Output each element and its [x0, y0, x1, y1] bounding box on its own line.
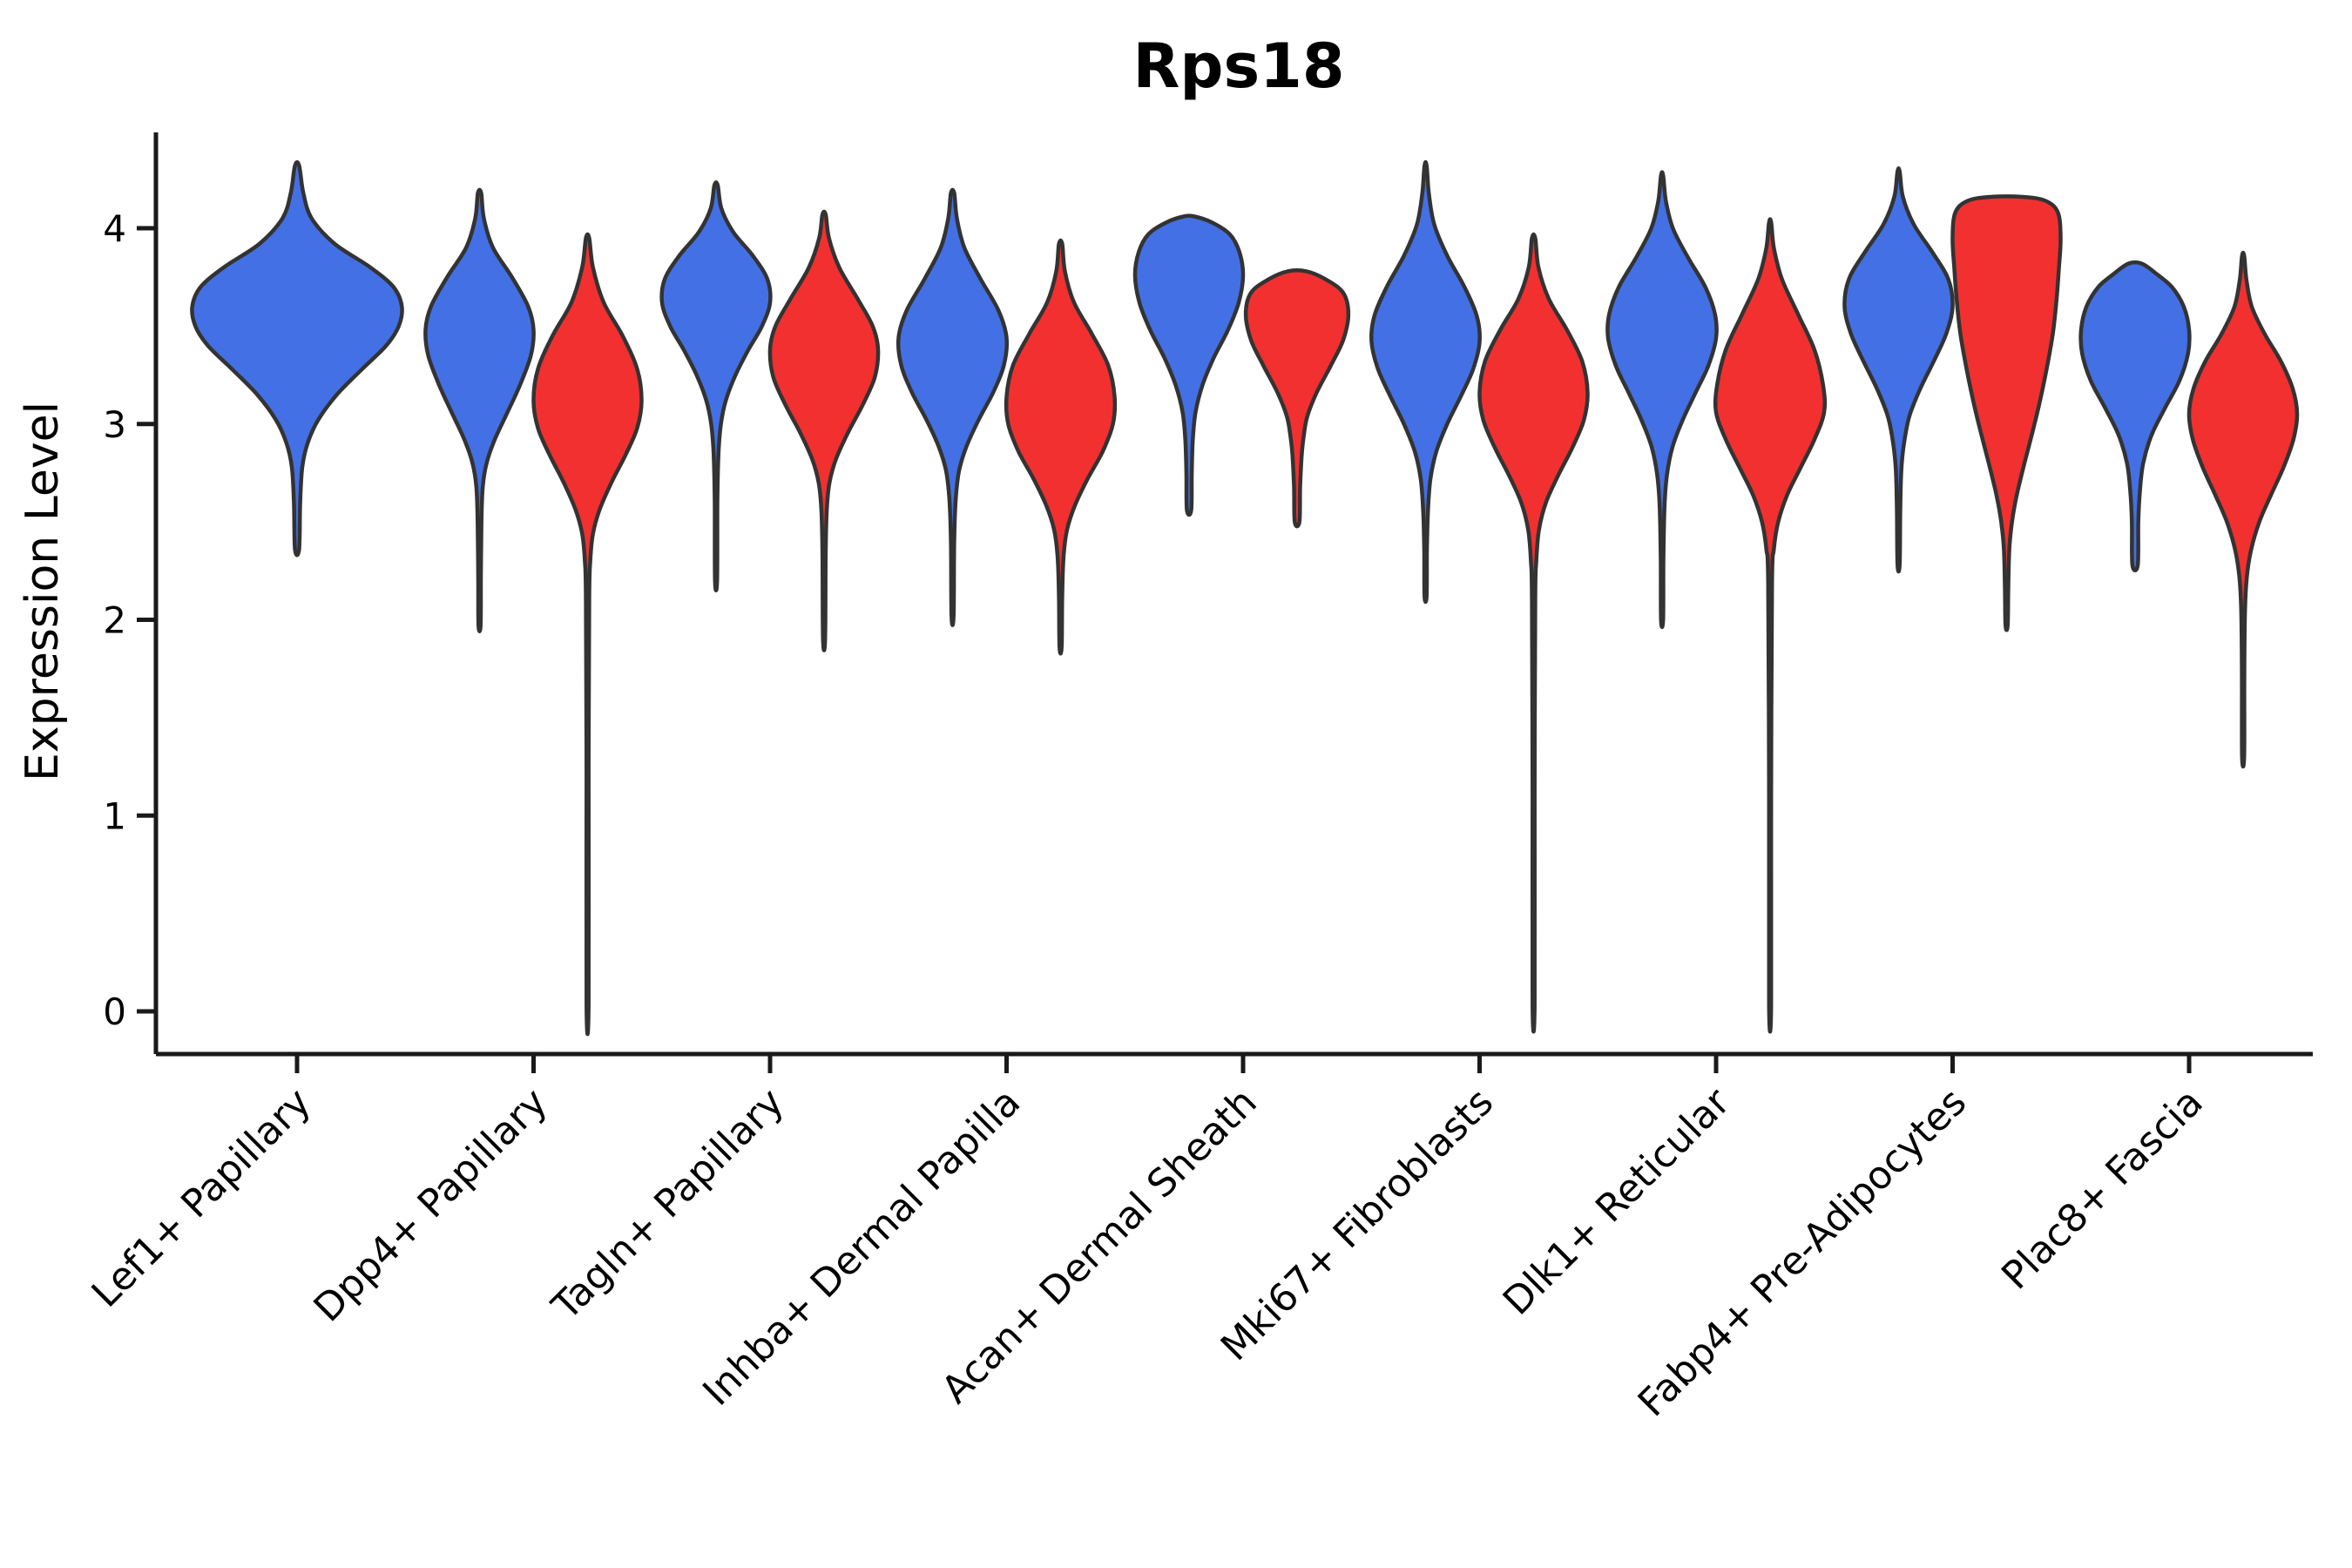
violin-inhba-red [1004, 238, 1118, 656]
violin-lef1-blue [190, 159, 404, 558]
y-axis-label: Expression Level [17, 402, 69, 781]
violin-fabp4-blue [1842, 166, 1955, 574]
x-tick-label: Dlk1+ Reticular [1495, 1079, 1740, 1324]
violin-dlk1-red [1713, 217, 1828, 1034]
violin-dpp4-red [531, 232, 644, 1037]
x-tick-label: Plac8+ Fascia [1993, 1080, 2212, 1299]
chart-title: Rps18 [1132, 30, 1344, 102]
violin-shapes [190, 159, 2300, 1037]
y-tick-label: 4 [103, 207, 126, 250]
violin-mki67-blue [1369, 159, 1482, 605]
y-axis-ticks: 0 1 2 3 4 [103, 207, 156, 1033]
violin-inhba-blue [896, 187, 1010, 627]
violin-tagln-blue [659, 179, 773, 592]
y-tick-label: 2 [103, 599, 126, 642]
violin-tagln-red [767, 209, 881, 652]
violin-plac8-red [2186, 250, 2300, 769]
x-tick-label: Mki67+ Fibroblasts [1213, 1080, 1502, 1369]
violin-dpp4-blue [423, 187, 536, 633]
y-tick-label: 3 [103, 403, 126, 446]
x-tick-label: Dpp4+ Papillary [306, 1080, 557, 1331]
violin-mki67-red [1477, 232, 1590, 1034]
x-tick-label: Lef1+ Papillary [84, 1080, 320, 1316]
violin-plac8-blue [2078, 260, 2192, 572]
x-tick-label: Tagln+ Papillary [544, 1080, 793, 1329]
y-tick-label: 0 [103, 990, 126, 1033]
y-tick-label: 1 [103, 794, 126, 837]
violin-dlk1-blue [1605, 170, 1719, 630]
violin-acan-blue [1132, 213, 1246, 517]
violin-fabp4-red [1950, 194, 2063, 632]
violin-acan-red [1243, 268, 1351, 529]
